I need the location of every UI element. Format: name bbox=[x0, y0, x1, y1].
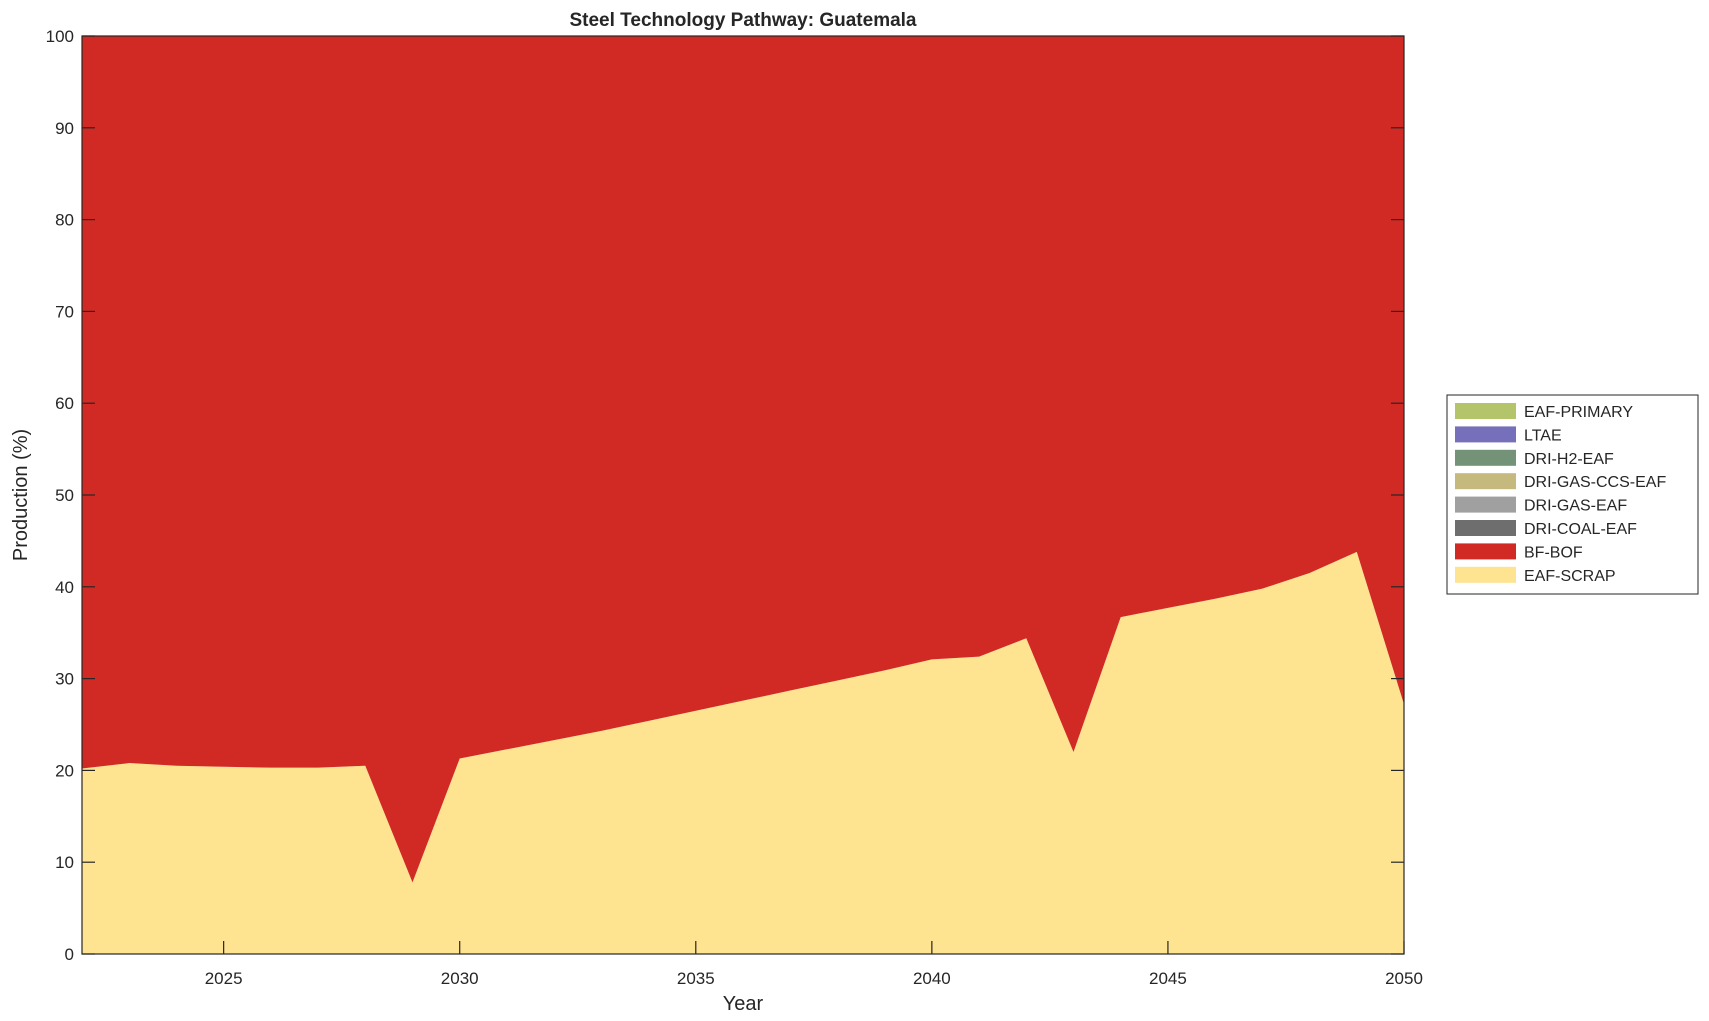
legend-label: BF-BOF bbox=[1524, 544, 1583, 561]
y-tick-label: 0 bbox=[65, 945, 74, 964]
x-axis-label: Year bbox=[723, 993, 764, 1015]
area-bf-bof bbox=[82, 36, 1404, 883]
legend-label: DRI-GAS-EAF bbox=[1524, 498, 1627, 515]
y-tick-label: 30 bbox=[55, 670, 74, 689]
legend-label: EAF-SCRAP bbox=[1524, 568, 1616, 585]
legend-label: DRI-COAL-EAF bbox=[1524, 521, 1637, 538]
legend-swatch bbox=[1455, 403, 1516, 419]
y-tick-label: 100 bbox=[46, 27, 74, 46]
legend: EAF-PRIMARY LTAE DRI-H2-EAF DRI-GAS-CCS-EAF… bbox=[1446, 394, 1699, 595]
y-axis: 0 10 20 30 40 50 60 70 80 90 100 bbox=[46, 27, 1404, 964]
legend-swatch bbox=[1455, 473, 1516, 490]
y-axis-label: Production (%) bbox=[10, 429, 32, 561]
y-tick-label: 40 bbox=[55, 578, 74, 597]
legend-label: DRI-GAS-CCS-EAF bbox=[1524, 474, 1666, 491]
x-tick-label: 2040 bbox=[913, 969, 951, 988]
legend-swatch bbox=[1455, 426, 1516, 443]
legend-label: EAF-PRIMARY bbox=[1524, 404, 1633, 421]
legend-swatch bbox=[1455, 520, 1516, 536]
x-tick-label: 2035 bbox=[677, 969, 715, 988]
legend-swatch bbox=[1455, 566, 1516, 583]
plot-areas bbox=[82, 36, 1404, 954]
y-tick-label: 90 bbox=[55, 119, 74, 138]
legend-box bbox=[1446, 394, 1699, 595]
legend-swatch bbox=[1455, 449, 1516, 466]
legend-swatch bbox=[1455, 543, 1516, 560]
legend-label: DRI-H2-EAF bbox=[1524, 451, 1614, 468]
area-eaf-scrap bbox=[82, 551, 1404, 954]
x-axis: 2025 2030 2035 2040 2045 2050 bbox=[205, 941, 1423, 988]
legend-swatch bbox=[1455, 496, 1516, 513]
x-tick-label: 2045 bbox=[1149, 969, 1187, 988]
y-tick-label: 80 bbox=[55, 211, 74, 230]
y-tick-label: 50 bbox=[55, 486, 74, 505]
y-tick-label: 20 bbox=[55, 761, 74, 780]
x-tick-label: 2050 bbox=[1385, 969, 1423, 988]
y-tick-label: 60 bbox=[55, 394, 74, 413]
legend-label: LTAE bbox=[1524, 427, 1562, 444]
y-tick-label: 10 bbox=[55, 853, 74, 872]
chart-title: Steel Technology Pathway: Guatemala bbox=[569, 10, 916, 31]
x-tick-label: 2025 bbox=[205, 969, 243, 988]
x-tick-label: 2030 bbox=[441, 969, 479, 988]
y-tick-label: 70 bbox=[55, 302, 74, 321]
